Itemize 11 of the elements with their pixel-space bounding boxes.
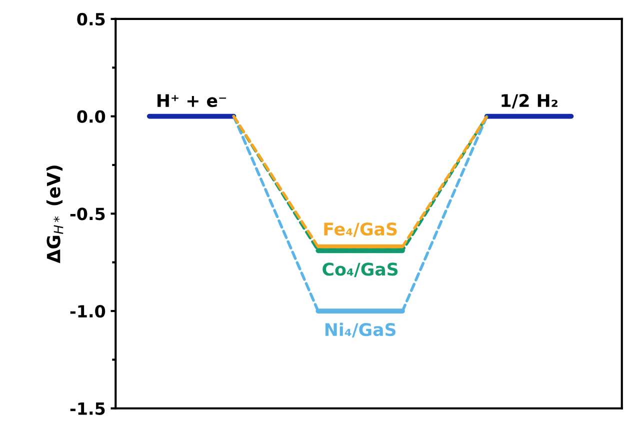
series-label: Fe₄/GaS <box>324 222 397 237</box>
annotation: 1/2 H₂ <box>502 94 558 108</box>
y-tick-label: -0.5 <box>70 208 105 220</box>
y-tick-label: 0.0 <box>77 110 106 123</box>
y-tick-label: 0.5 <box>77 12 105 26</box>
y-tick-label: -1.5 <box>70 402 105 415</box>
annotation: H⁺ + e⁻ <box>158 94 226 108</box>
legend-label: Ni₄/GaS <box>325 322 396 338</box>
y-tick-label: -1.0 <box>70 304 106 318</box>
y-axis-title: ΔG$_{H*}$ (eV) <box>46 166 64 264</box>
legend-label: Co₄/GaS <box>322 262 398 278</box>
